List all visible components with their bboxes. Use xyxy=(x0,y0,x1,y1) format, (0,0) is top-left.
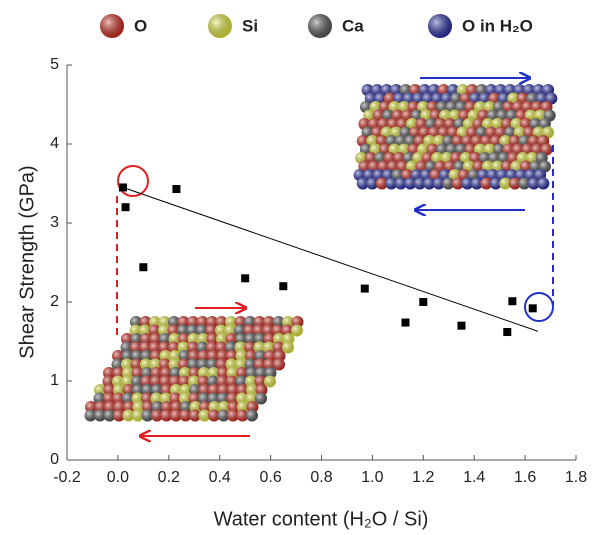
x-tick-label: -0.2 xyxy=(53,469,81,486)
chart: Shear Strength (GPa) Water content (H₂O … xyxy=(0,0,596,535)
atom-shade xyxy=(255,393,267,405)
atom-shade xyxy=(282,342,294,354)
data-point xyxy=(503,328,511,336)
legend-swatch-shade xyxy=(308,14,332,38)
atom-shade xyxy=(273,359,285,371)
x-tick-label: 1.6 xyxy=(514,469,536,486)
x-tick-label: 1.2 xyxy=(412,469,434,486)
data-point xyxy=(401,319,409,327)
x-tick-label: 0.2 xyxy=(158,469,180,486)
legend-label: Si xyxy=(242,16,258,35)
y-tick-label: 3 xyxy=(50,214,59,231)
x-tick-label: 0.8 xyxy=(310,469,332,486)
data-point xyxy=(508,297,516,305)
y-tick-label: 2 xyxy=(50,293,59,310)
highlight-circle xyxy=(118,166,148,196)
molecular-insets xyxy=(85,84,558,422)
legend-label: Ca xyxy=(342,16,364,35)
x-axis-label: Water content (H₂O / Si) xyxy=(214,508,429,530)
atom-shade xyxy=(264,376,276,388)
y-axis-label: Shear Strength (GPa) xyxy=(16,165,38,358)
y-tick-label: 1 xyxy=(50,372,59,389)
y-tick-label: 4 xyxy=(50,135,59,152)
x-tick-label: 1.4 xyxy=(463,469,485,486)
atom-shade xyxy=(291,325,303,337)
y-tick-label: 5 xyxy=(50,56,59,73)
data-point xyxy=(529,304,537,312)
legend-swatch-shade xyxy=(208,14,232,38)
x-tick-label: 0.4 xyxy=(209,469,231,486)
x-tick-label: 0.0 xyxy=(107,469,129,486)
legend-swatch-shade xyxy=(428,14,452,38)
legend-label: O xyxy=(134,16,147,35)
data-point xyxy=(119,183,127,191)
data-point xyxy=(139,263,147,271)
data-point xyxy=(241,274,249,282)
x-tick-label: 0.6 xyxy=(259,469,281,486)
legend-label: O in H₂O xyxy=(462,16,533,35)
data-point xyxy=(122,203,130,211)
x-tick-label: 1.8 xyxy=(565,469,587,486)
data-point xyxy=(361,285,369,293)
y-tick-label: 0 xyxy=(50,451,59,468)
x-tick-label: 1.0 xyxy=(361,469,383,486)
data-point xyxy=(279,282,287,290)
data-point xyxy=(172,185,180,193)
data-point xyxy=(457,322,465,330)
data-point xyxy=(419,298,427,306)
legend-swatch-shade xyxy=(100,14,124,38)
atom-shade xyxy=(537,178,549,190)
atom-shade xyxy=(246,410,258,422)
